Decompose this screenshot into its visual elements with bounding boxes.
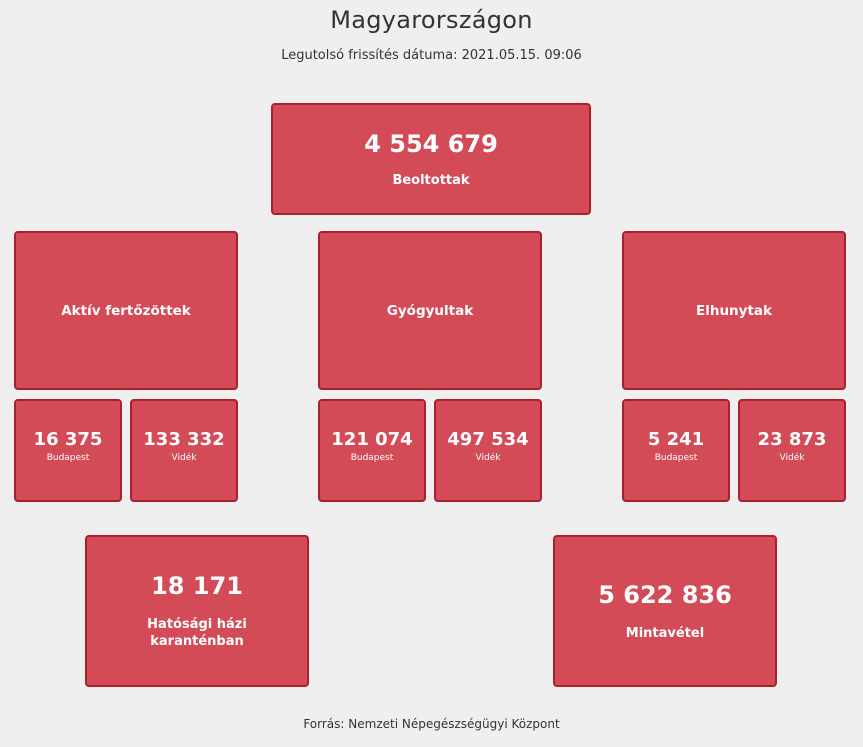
deceased-label: Elhunytak bbox=[695, 302, 773, 319]
last-updated-text: Legutolsó frissítés dátuma: 2021.05.15. … bbox=[281, 48, 582, 63]
active-infected-card: Aktív fertőzöttek bbox=[14, 231, 238, 390]
recovered-label: Gyógyultak bbox=[386, 302, 474, 319]
quarantine-label: Hatósági házi karanténban bbox=[147, 616, 247, 650]
quarantine-label-line1: Hatósági házi bbox=[147, 617, 247, 632]
recovered-budapest-label: Budapest bbox=[350, 453, 394, 463]
recovered-card: Gyógyultak bbox=[318, 231, 542, 390]
active-videk-card: 133 332 Vidék bbox=[130, 399, 238, 502]
recovered-videk-label: Vidék bbox=[475, 453, 501, 463]
vaccinated-value: 4 554 679 bbox=[364, 129, 498, 158]
active-budapest-value: 16 375 bbox=[33, 429, 103, 450]
deceased-card: Elhunytak bbox=[622, 231, 846, 390]
deceased-budapest-card: 5 241 Budapest bbox=[622, 399, 730, 502]
active-budapest-card: 16 375 Budapest bbox=[14, 399, 122, 502]
active-videk-label: Vidék bbox=[171, 453, 197, 463]
recovered-budapest-value: 121 074 bbox=[331, 429, 413, 450]
quarantine-value: 18 171 bbox=[151, 572, 243, 600]
sampling-value: 5 622 836 bbox=[598, 580, 732, 609]
active-videk-value: 133 332 bbox=[143, 429, 225, 450]
recovered-videk-card: 497 534 Vidék bbox=[434, 399, 542, 502]
deceased-videk-card: 23 873 Vidék bbox=[738, 399, 846, 502]
deceased-budapest-value: 5 241 bbox=[647, 429, 705, 450]
quarantine-card: 18 171 Hatósági házi karanténban bbox=[85, 535, 309, 687]
vaccinated-label: Beoltottak bbox=[392, 172, 470, 188]
recovered-budapest-card: 121 074 Budapest bbox=[318, 399, 426, 502]
source-footer: Forrás: Nemzeti Népegészségügyi Központ bbox=[303, 717, 560, 731]
vaccinated-card: 4 554 679 Beoltottak bbox=[271, 103, 591, 215]
deceased-budapest-label: Budapest bbox=[654, 453, 698, 463]
quarantine-label-line2: karanténban bbox=[150, 634, 244, 649]
recovered-videk-value: 497 534 bbox=[447, 429, 529, 450]
page-title: Magyarországon bbox=[330, 6, 533, 34]
sampling-label: Mintavétel bbox=[625, 625, 705, 641]
sampling-card: 5 622 836 Mintavétel bbox=[553, 535, 777, 687]
active-infected-label: Aktív fertőzöttek bbox=[61, 302, 191, 319]
deceased-videk-label: Vidék bbox=[779, 453, 805, 463]
deceased-videk-value: 23 873 bbox=[757, 429, 827, 450]
active-budapest-label: Budapest bbox=[46, 453, 90, 463]
